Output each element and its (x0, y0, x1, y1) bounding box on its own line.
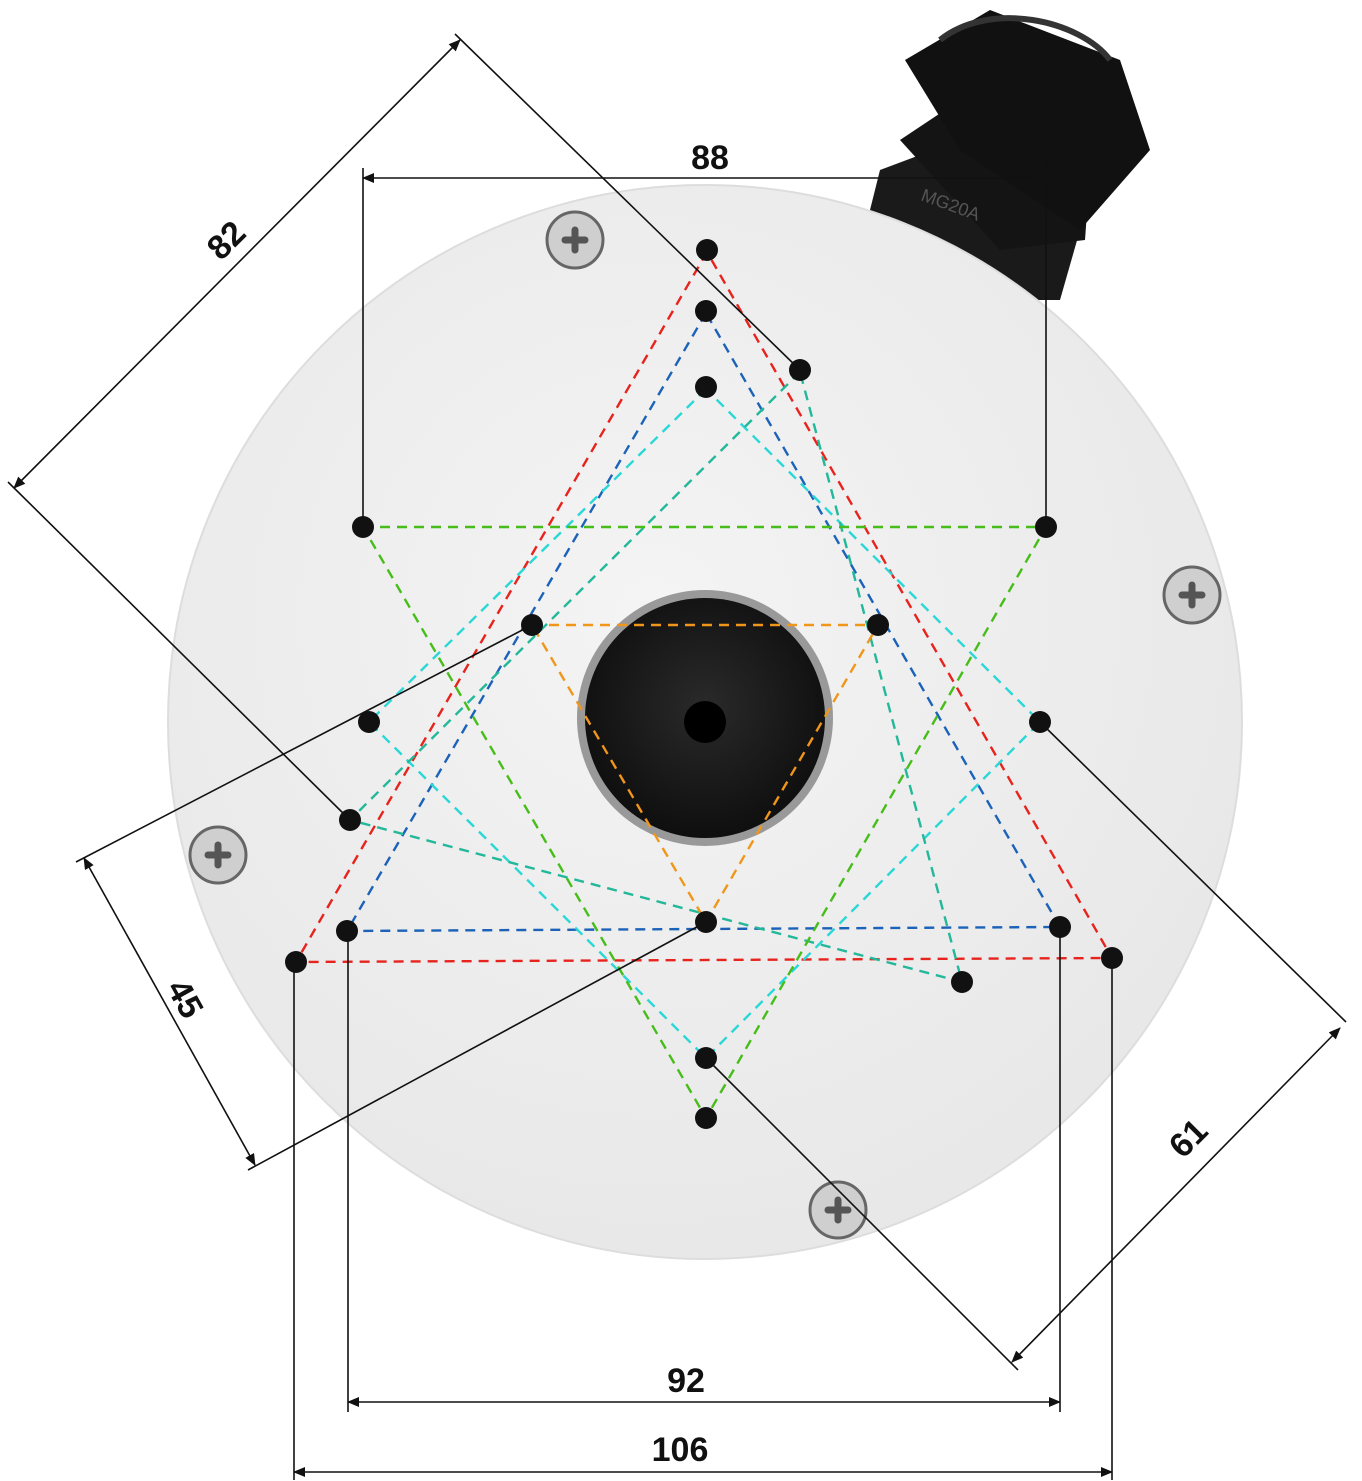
pattern-cyan (367, 387, 1042, 1060)
dimension-label: 106 (652, 1431, 709, 1469)
pattern-orange (529, 623, 881, 925)
pattern-green (360, 525, 1049, 1121)
dimension-label: 61 (1162, 1112, 1216, 1166)
pattern-teal (347, 369, 964, 984)
pattern-red (293, 249, 1115, 964)
dimension-lines (7, 33, 1347, 1480)
dimension-label: 45 (159, 973, 211, 1025)
cable-hole (684, 701, 726, 743)
screw-heads (204, 226, 1206, 1224)
dimension-label: 92 (667, 1362, 705, 1400)
dimension-label: 88 (691, 139, 729, 177)
dimension-label: 82 (200, 214, 254, 268)
